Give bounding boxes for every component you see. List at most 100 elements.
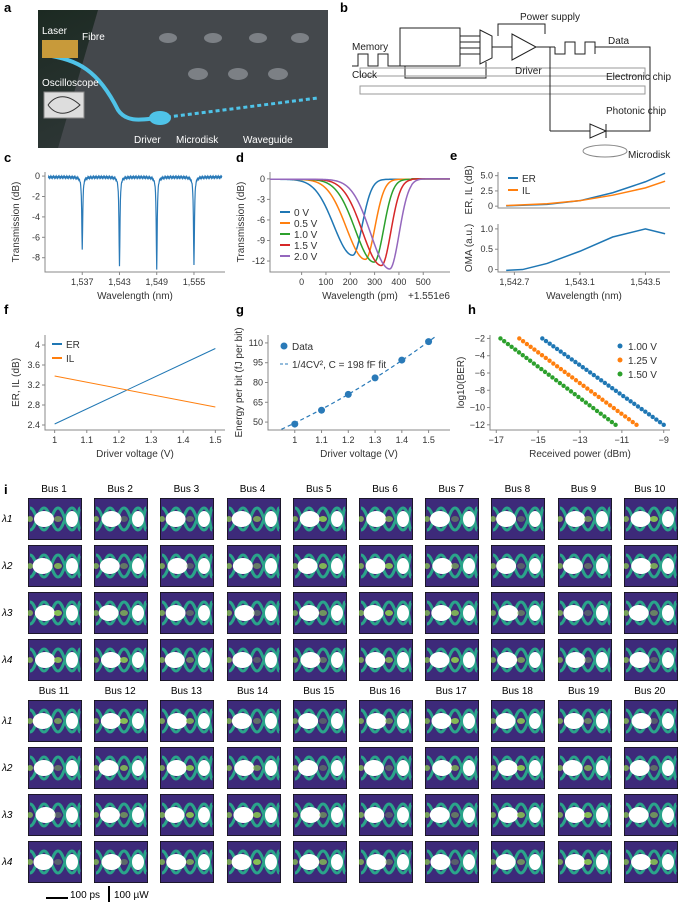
eye-opening (661, 558, 674, 574)
h-data-point (607, 403, 613, 408)
h-xtick-label: −13 (572, 435, 587, 445)
eye-diagram (160, 592, 215, 634)
eye-crossing (451, 516, 460, 522)
h-data-point (550, 375, 555, 380)
d-ytick-label: -3 (257, 194, 265, 204)
eye-crossing (517, 812, 526, 818)
eye-opening (363, 605, 384, 621)
h-data-point (585, 386, 590, 391)
eye-diagram (623, 639, 678, 681)
eye-opening (529, 652, 542, 668)
eye-crossing (186, 563, 195, 569)
eye-crossing (583, 859, 592, 865)
eye-diagram (94, 700, 149, 742)
eye-opening (628, 605, 649, 621)
f-axes (44, 335, 225, 431)
eye-crossing (557, 859, 563, 865)
eye-opening (430, 854, 451, 870)
eye-crossing (318, 718, 327, 724)
eye-opening (661, 807, 674, 823)
g-data-point (425, 338, 433, 346)
h-legend-marker (617, 371, 623, 377)
bus-label: Bus 10 (634, 484, 666, 495)
eye-diagram (491, 592, 546, 634)
eye-crossing (425, 718, 431, 724)
e-legend-label: IL (522, 186, 531, 197)
eye-crossing (120, 812, 129, 818)
label-clock: Clock (352, 70, 378, 81)
h-data-point (635, 404, 641, 409)
h-data-point (657, 420, 663, 425)
eye-diagram (557, 794, 612, 836)
eye-opening (66, 511, 78, 527)
h-xtick-label: −17 (489, 435, 504, 445)
eye-opening (198, 713, 211, 729)
eye-opening (101, 511, 122, 527)
f-legend-label: ER (66, 340, 80, 351)
eye-crossing (226, 563, 232, 569)
eye-opening (330, 652, 343, 668)
eye-diagram (491, 498, 546, 540)
eye-crossing (623, 657, 629, 663)
eye-crossing (425, 657, 431, 663)
d-xtick-label: 400 (391, 277, 406, 287)
eye-crossing (160, 516, 166, 522)
label-driver: Driver (134, 135, 161, 146)
eye-crossing (54, 859, 62, 865)
eye-crossing (491, 610, 497, 616)
eye-crossing (28, 718, 33, 724)
eye-crossing (186, 610, 195, 616)
eye-crossing (318, 610, 327, 616)
h-ylabel: log10(BER) (456, 357, 467, 409)
eye-opening (101, 854, 122, 870)
eye-crossing (359, 718, 364, 724)
eye-opening (562, 760, 583, 776)
bus-label: Bus 8 (504, 484, 531, 495)
d-ytick-label: -12 (252, 256, 265, 266)
h-data-point (600, 397, 605, 402)
h-data-point (554, 364, 560, 369)
eye-opening (463, 713, 476, 729)
wavelength-label: λ4 (2, 655, 13, 666)
h-data-point (520, 352, 525, 358)
eye-crossing (292, 516, 298, 522)
eye-diagram (557, 592, 612, 634)
bus-label: Bus 19 (568, 686, 600, 697)
bus-label: Bus 18 (501, 686, 533, 697)
eye-opening (132, 854, 145, 870)
eye-opening (165, 652, 186, 668)
h-data-point (580, 365, 585, 370)
eye-opening (562, 605, 583, 621)
g-ytick-label: 65 (253, 397, 263, 407)
eye-crossing (120, 610, 129, 616)
eye-crossing (623, 859, 629, 865)
eye-opening (198, 854, 211, 870)
eye-opening (233, 807, 254, 823)
eye-opening (529, 713, 542, 729)
eye-crossing (318, 563, 327, 569)
e-bottom-xtick-label: 1,543.1 (565, 277, 595, 287)
eye-crossing (557, 657, 563, 663)
eye-crossing (292, 812, 298, 818)
eye-opening (98, 605, 119, 621)
eye-opening (563, 713, 584, 729)
eye-diagram (160, 700, 215, 742)
eye-opening (529, 558, 542, 574)
h-data-point (591, 405, 596, 411)
eye-crossing (583, 812, 592, 818)
eye-opening (397, 760, 409, 776)
eye-opening (33, 760, 54, 776)
h-data-point (613, 422, 618, 428)
eye-opening (231, 652, 252, 668)
eye-opening (595, 511, 608, 527)
label-microdisk: Microdisk (176, 135, 219, 146)
eye-opening (330, 807, 343, 823)
eye-crossing (292, 657, 298, 663)
eye-crossing (649, 563, 658, 569)
f-xtick-label: 1.1 (81, 435, 94, 445)
eye-crossing (649, 657, 658, 663)
h-data-point (654, 417, 659, 422)
h-data-point (562, 369, 567, 375)
eye-crossing (252, 765, 261, 771)
d-ytick-label: 0 (260, 174, 265, 184)
